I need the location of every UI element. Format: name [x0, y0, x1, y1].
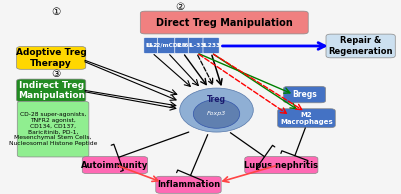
Ellipse shape	[193, 100, 240, 128]
Text: IL-2/mCD25: IL-2/mCD25	[149, 43, 186, 48]
FancyBboxPatch shape	[326, 34, 395, 58]
FancyBboxPatch shape	[140, 11, 308, 34]
Text: Adoptive Treg
Therapy: Adoptive Treg Therapy	[16, 48, 87, 68]
Text: Autoimmunity: Autoimmunity	[81, 161, 149, 170]
Ellipse shape	[180, 88, 253, 132]
Text: Treg: Treg	[207, 95, 226, 104]
FancyBboxPatch shape	[175, 37, 191, 54]
FancyBboxPatch shape	[188, 37, 205, 54]
FancyBboxPatch shape	[156, 176, 221, 193]
FancyBboxPatch shape	[203, 37, 219, 54]
Text: ②: ②	[175, 2, 184, 12]
Text: CD-28 super-agonists,
TNFR2 agonist,
CD134, CD137,
Baricitinib, PD-1,
Mesenchyma: CD-28 super-agonists, TNFR2 agonist, CD1…	[9, 112, 97, 146]
Text: Repair &
Regeneration: Repair & Regeneration	[328, 36, 393, 56]
Text: Direct Treg Manipulation: Direct Treg Manipulation	[156, 17, 293, 28]
Text: IL-33: IL-33	[188, 43, 205, 48]
Text: Indirect Treg
Manipulation: Indirect Treg Manipulation	[18, 81, 85, 100]
Text: Bregs: Bregs	[292, 90, 317, 99]
FancyBboxPatch shape	[157, 37, 178, 54]
FancyBboxPatch shape	[16, 79, 86, 102]
Text: Foxp3: Foxp3	[207, 111, 226, 116]
Text: Inflammation: Inflammation	[157, 180, 220, 189]
Text: ③: ③	[51, 69, 61, 79]
Text: M2
Macrophages: M2 Macrophages	[280, 112, 333, 125]
Text: IL-2: IL-2	[146, 43, 158, 48]
FancyBboxPatch shape	[16, 47, 86, 69]
Text: Lupus nephritis: Lupus nephritis	[244, 161, 318, 170]
FancyBboxPatch shape	[245, 157, 318, 174]
FancyBboxPatch shape	[82, 157, 148, 174]
FancyBboxPatch shape	[144, 37, 160, 54]
FancyBboxPatch shape	[17, 101, 89, 157]
Text: IL233: IL233	[202, 43, 220, 48]
FancyBboxPatch shape	[277, 109, 335, 128]
Text: ①: ①	[51, 8, 61, 17]
Text: IL-6: IL-6	[177, 43, 189, 48]
FancyBboxPatch shape	[284, 86, 326, 103]
